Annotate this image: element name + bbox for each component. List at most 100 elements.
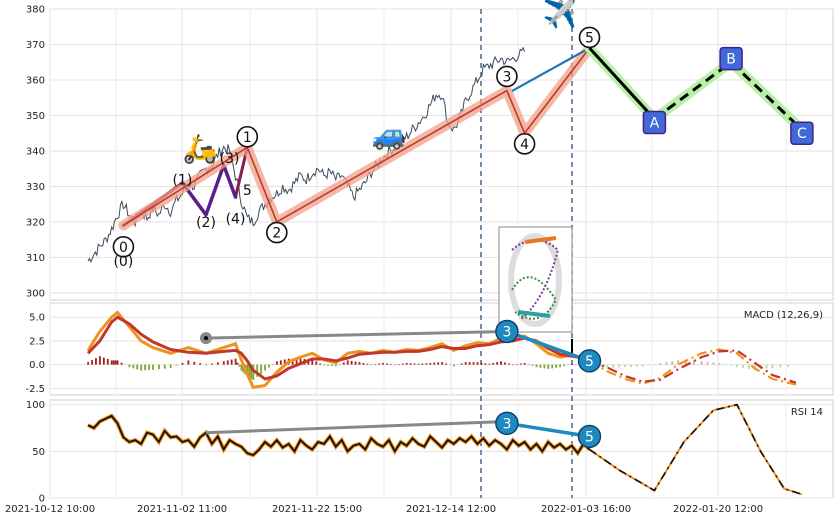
price-ytick-label: 380 bbox=[26, 5, 45, 16]
rsi-ytick-label: 50 bbox=[32, 447, 45, 458]
macd-histogram-bar bbox=[433, 362, 436, 365]
macd-histogram-bar bbox=[260, 364, 263, 374]
macd-histogram-bar bbox=[706, 361, 709, 365]
macd-histogram-bar bbox=[358, 362, 361, 365]
wave-label: 4 bbox=[520, 137, 529, 153]
macd-histogram-bar bbox=[319, 363, 322, 365]
wave-circle-marker bbox=[236, 125, 259, 148]
macd-histogram-bar bbox=[512, 364, 514, 366]
macd-histogram-bar bbox=[765, 364, 768, 369]
macd-histogram-bar bbox=[453, 364, 455, 367]
macd-histogram-bar bbox=[128, 364, 131, 368]
scooter-icon: 🛵 bbox=[183, 132, 218, 165]
rsi-wave-connector bbox=[506, 421, 590, 439]
macd-histogram-bar bbox=[488, 363, 491, 365]
wave-label: (0) bbox=[113, 254, 133, 270]
macd-histogram-bar bbox=[390, 364, 392, 365]
macd-histogram-bar bbox=[464, 362, 467, 365]
divergence-start-dot-inner bbox=[204, 336, 208, 341]
macd-histogram-bar bbox=[437, 362, 440, 365]
macd-ytick-label: 2.5 bbox=[29, 336, 45, 347]
rsi-forecast-line bbox=[589, 403, 803, 496]
macd-histogram-bar bbox=[515, 364, 518, 365]
macd-histogram-bar bbox=[397, 364, 400, 365]
macd-histogram-bar bbox=[600, 364, 603, 368]
macd-histogram-bar bbox=[211, 363, 213, 365]
abc-label: C bbox=[797, 126, 807, 142]
macd-histogram-bar bbox=[563, 364, 565, 367]
macd-wave-badge-label: 3 bbox=[502, 324, 511, 340]
macd-histogram-bar bbox=[346, 360, 349, 365]
macd-forecast-line bbox=[588, 348, 797, 386]
macd-histogram-bar bbox=[374, 364, 377, 365]
macd-histogram-bar bbox=[624, 364, 626, 368]
wave-label: 1 bbox=[243, 130, 252, 146]
price-ytick-label: 370 bbox=[26, 40, 45, 51]
macd-histogram-bar bbox=[571, 363, 573, 365]
rsi-wave-badge-label: 3 bbox=[502, 416, 511, 432]
macd-histogram-bar bbox=[386, 363, 388, 365]
macd-histogram-bar bbox=[114, 360, 117, 365]
macd-wave-connector bbox=[506, 329, 591, 363]
x-tick-label: 2022-01-03 16:00 bbox=[541, 504, 631, 515]
macd-histogram-bar bbox=[429, 362, 432, 365]
macd-histogram-bar bbox=[234, 358, 237, 365]
macd-histogram-bar bbox=[480, 362, 483, 365]
macd-histogram-bar bbox=[230, 359, 233, 365]
macd-histogram-bar bbox=[445, 363, 447, 365]
macd-histogram-bar bbox=[152, 364, 154, 370]
macd-histogram-bar bbox=[116, 360, 119, 365]
macd-histogram-bar bbox=[354, 361, 357, 365]
car-icon: 🚙 bbox=[371, 118, 406, 151]
macd-histogram-bar bbox=[405, 362, 408, 365]
macd-histogram-bar bbox=[417, 363, 420, 365]
macd-histogram-bar bbox=[677, 360, 679, 365]
macd-histogram-bar bbox=[606, 364, 609, 369]
macd-histogram-bar bbox=[612, 364, 615, 368]
macd-histogram-bar bbox=[106, 358, 109, 365]
macd-histogram-bar bbox=[401, 363, 404, 365]
macd-histogram-bar bbox=[148, 364, 150, 371]
macd-histogram-bar bbox=[692, 360, 695, 365]
macd-histogram-bar bbox=[559, 364, 561, 368]
macd-histogram-bar bbox=[112, 360, 115, 365]
macd-histogram-bar bbox=[226, 360, 229, 365]
price-ytick-label: 350 bbox=[26, 111, 45, 122]
wave-circle-marker bbox=[496, 65, 518, 88]
macd-histogram-bar bbox=[460, 363, 463, 365]
wave-circle-marker bbox=[513, 133, 536, 155]
macd-histogram-bar bbox=[543, 364, 546, 369]
macd-histogram-bar bbox=[748, 364, 750, 369]
macd-histogram-bar bbox=[136, 364, 139, 370]
abc-box-marker bbox=[790, 121, 814, 145]
forecast-dashed-line bbox=[653, 60, 803, 131]
macd-histogram-bar bbox=[299, 358, 302, 365]
macd-histogram-bar bbox=[665, 362, 668, 365]
macd-histogram-bar bbox=[712, 362, 715, 365]
macd-histogram-bar bbox=[193, 361, 196, 365]
macd-histogram-bar bbox=[187, 360, 190, 365]
abc-label: B bbox=[726, 52, 736, 68]
x-tick-label: 2021-10-12 10:00 bbox=[5, 504, 95, 515]
wave-label: 5 bbox=[585, 30, 594, 46]
rsi-wave-badge bbox=[577, 424, 602, 449]
macd-histogram-bar bbox=[671, 361, 674, 365]
macd-wave-badge bbox=[577, 349, 602, 373]
macd-histogram-bar bbox=[531, 364, 534, 366]
macd-histogram-bar bbox=[736, 364, 738, 368]
roller-coaster-thumbnail bbox=[498, 226, 573, 333]
macd-wave-badge bbox=[495, 319, 519, 344]
macd-histogram-bar bbox=[742, 364, 744, 369]
wave-circle-marker bbox=[265, 221, 288, 244]
x-tick-label: 2021-11-22 15:00 bbox=[272, 504, 362, 515]
rsi-ytick-label: 100 bbox=[26, 400, 45, 411]
macd-histogram-bar bbox=[342, 362, 345, 365]
macd-histogram-bar bbox=[268, 364, 270, 368]
macd-histogram-bar bbox=[535, 364, 538, 368]
macd-histogram-bar bbox=[91, 360, 93, 365]
macd-histogram-bar bbox=[496, 362, 499, 365]
macd-histogram-bar bbox=[350, 360, 353, 365]
macd-title: MACD (12,26,9) bbox=[744, 310, 823, 321]
macd-divergence-line bbox=[205, 330, 507, 340]
